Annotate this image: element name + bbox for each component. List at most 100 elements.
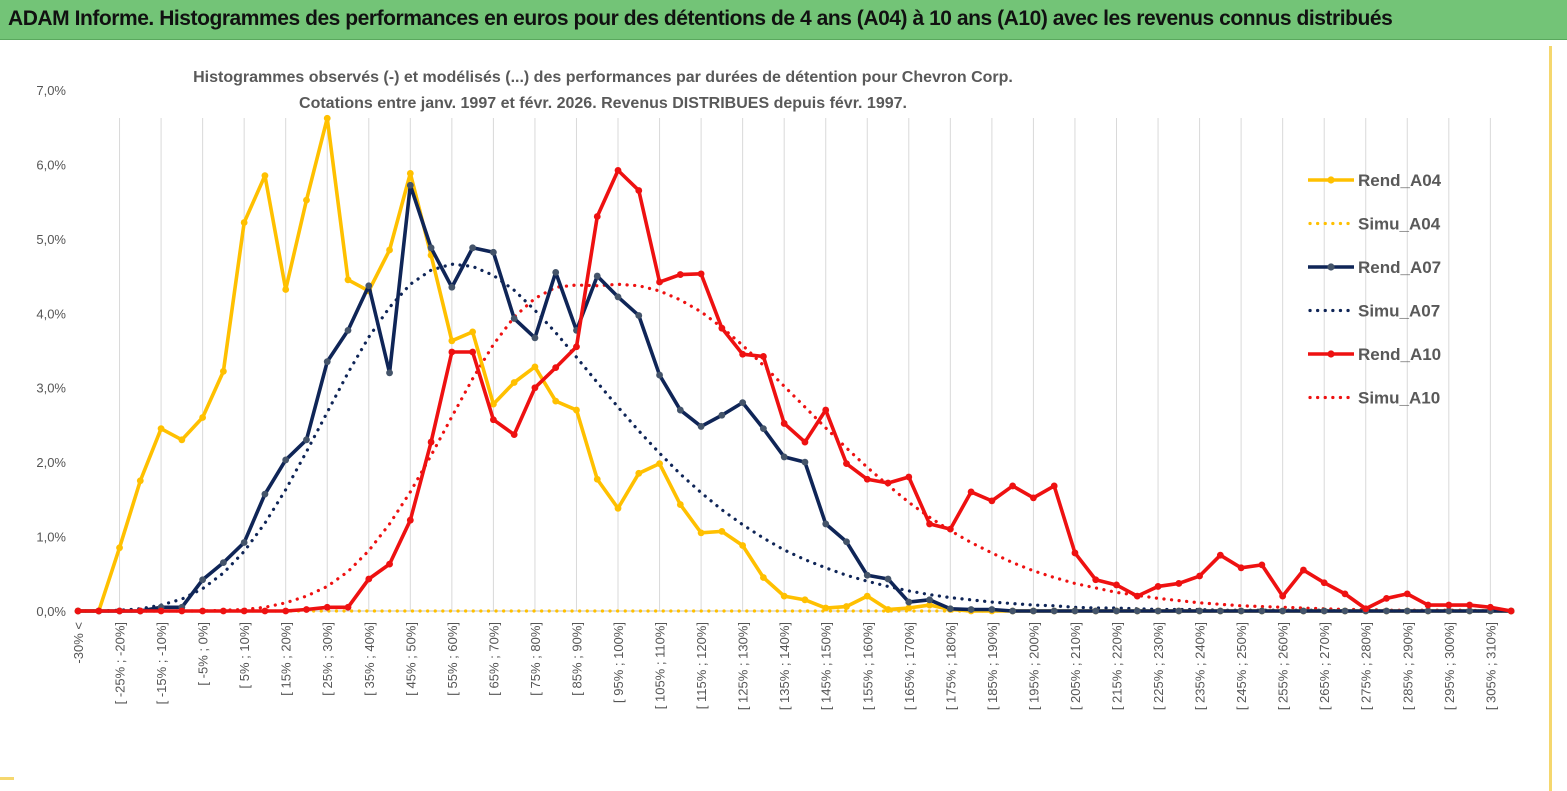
data-point-rend-a10 [116, 607, 123, 615]
data-point-rend-a04 [926, 601, 933, 609]
data-point-rend-a10 [157, 607, 165, 615]
data-point-rend-a07 [1133, 607, 1141, 615]
data-point-rend-a04 [718, 527, 726, 535]
legend-marker-rend-a07 [1327, 263, 1335, 271]
x-tick-label: [ 15% ; 20%] [279, 622, 294, 696]
data-point-rend-a10 [822, 406, 830, 414]
data-point-rend-a07 [718, 411, 726, 419]
data-point-rend-a04 [261, 172, 269, 179]
data-point-rend-a04 [448, 337, 456, 345]
data-point-rend-a04 [843, 603, 850, 610]
x-tick-label: [ 115% ; 120%] [694, 622, 709, 709]
data-point-rend-a04 [116, 544, 123, 552]
data-point-rend-a04 [303, 196, 310, 204]
data-point-rend-a10 [593, 213, 601, 220]
data-point-rend-a04 [282, 286, 290, 293]
y-tick-label: 7,0% [36, 83, 66, 98]
chart-subtitle: Cotations entre janv. 1997 et févr. 2026… [299, 95, 907, 112]
data-point-rend-a10 [1237, 564, 1245, 572]
data-point-rend-a10 [760, 353, 767, 360]
data-point-rend-a07 [1071, 607, 1079, 615]
data-point-rend-a07 [406, 181, 414, 189]
data-point-rend-a10 [282, 607, 290, 615]
data-point-rend-a07 [1403, 607, 1411, 615]
data-point-rend-a07 [593, 272, 601, 280]
data-point-rend-a10 [136, 607, 144, 615]
data-point-rend-a10 [1507, 607, 1515, 615]
data-point-rend-a07 [1092, 607, 1100, 615]
data-point-rend-a07 [1175, 607, 1183, 615]
data-point-rend-a07 [552, 268, 560, 276]
data-point-rend-a04 [323, 114, 331, 122]
data-point-rend-a10 [573, 343, 580, 351]
x-tick-label: [ 215% ; 220%] [1110, 622, 1125, 710]
data-point-rend-a10 [490, 416, 497, 424]
data-point-rend-a07 [1466, 607, 1473, 615]
x-tick-label: [ 65% ; 70%] [486, 622, 501, 696]
data-point-rend-a07 [365, 282, 373, 290]
y-tick-label: 0,0% [36, 604, 66, 619]
data-point-rend-a04 [739, 542, 747, 549]
data-point-rend-a07 [1424, 607, 1432, 615]
data-point-rend-a07 [1216, 607, 1224, 615]
data-point-rend-a07 [739, 399, 747, 406]
x-tick-label: [ 235% ; 240%] [1193, 622, 1208, 710]
data-point-rend-a10 [323, 603, 331, 611]
data-point-rend-a10 [1300, 566, 1307, 574]
data-point-rend-a04 [469, 328, 477, 336]
data-point-rend-a10 [531, 384, 539, 392]
data-point-rend-a10 [926, 520, 933, 528]
x-tick-label: [ 285% ; 290%] [1400, 622, 1415, 710]
data-point-rend-a10 [1466, 601, 1473, 609]
data-point-rend-a10 [1030, 494, 1037, 502]
data-point-rend-a10 [448, 348, 456, 356]
x-tick-label: [ 205% ; 210%] [1068, 622, 1083, 710]
data-point-rend-a07 [1341, 607, 1349, 615]
data-point-rend-a04 [136, 477, 144, 485]
y-tick-label: 3,0% [36, 381, 66, 396]
data-point-rend-a04 [593, 475, 601, 483]
data-point-rend-a04 [219, 367, 227, 375]
data-point-rend-a10 [1009, 482, 1017, 490]
data-point-rend-a07 [344, 327, 352, 334]
x-tick-label: [ 305% ; 310%] [1483, 622, 1498, 710]
data-point-rend-a10 [199, 607, 207, 615]
data-point-rend-a07 [843, 538, 850, 546]
data-point-rend-a10 [946, 525, 954, 533]
data-point-rend-a04 [614, 504, 622, 512]
data-point-rend-a07 [926, 596, 933, 604]
series-line-rend-a10 [78, 168, 1512, 613]
y-tick-label: 1,0% [36, 530, 66, 545]
x-tick-label: [ 75% ; 80%] [528, 622, 543, 696]
data-point-rend-a04 [884, 606, 892, 613]
chart-titles: Histogrammes observés (-) et modélisés (… [193, 69, 1013, 112]
data-point-rend-a07 [1383, 607, 1390, 615]
data-point-rend-a10 [1403, 590, 1411, 598]
data-point-rend-a07 [1300, 607, 1307, 615]
data-point-rend-a10 [365, 575, 373, 583]
data-point-rend-a10 [344, 603, 352, 611]
data-point-rend-a10 [178, 607, 186, 615]
data-point-rend-a07 [282, 456, 290, 464]
data-point-rend-a04 [199, 414, 207, 421]
data-point-rend-a07 [676, 406, 684, 414]
x-tick-label: [ 45% ; 50%] [403, 622, 418, 696]
series-line-simu-a07 [76, 262, 1513, 613]
data-point-rend-a10 [1258, 561, 1266, 569]
data-point-rend-a04 [531, 363, 539, 371]
data-point-rend-a07 [1154, 607, 1162, 615]
data-point-rend-a10 [1445, 601, 1453, 609]
data-point-rend-a04 [635, 469, 643, 477]
data-point-rend-a04 [178, 436, 186, 444]
x-tick-label: [ 125% ; 130%] [736, 622, 751, 710]
x-tick-label: [ 175% ; 180%] [943, 622, 958, 710]
x-tick-label: [ 35% ; 40%] [362, 622, 377, 696]
data-point-rend-a07 [490, 248, 497, 256]
data-point-rend-a07 [946, 605, 954, 613]
chart-grid [78, 118, 1512, 612]
data-point-rend-a10 [843, 460, 850, 468]
data-point-rend-a10 [427, 438, 435, 446]
x-tick-label: [ 95% ; 100%] [611, 622, 626, 703]
data-point-rend-a07 [801, 458, 809, 466]
x-tick-label: [ 245% ; 250%] [1234, 622, 1249, 710]
